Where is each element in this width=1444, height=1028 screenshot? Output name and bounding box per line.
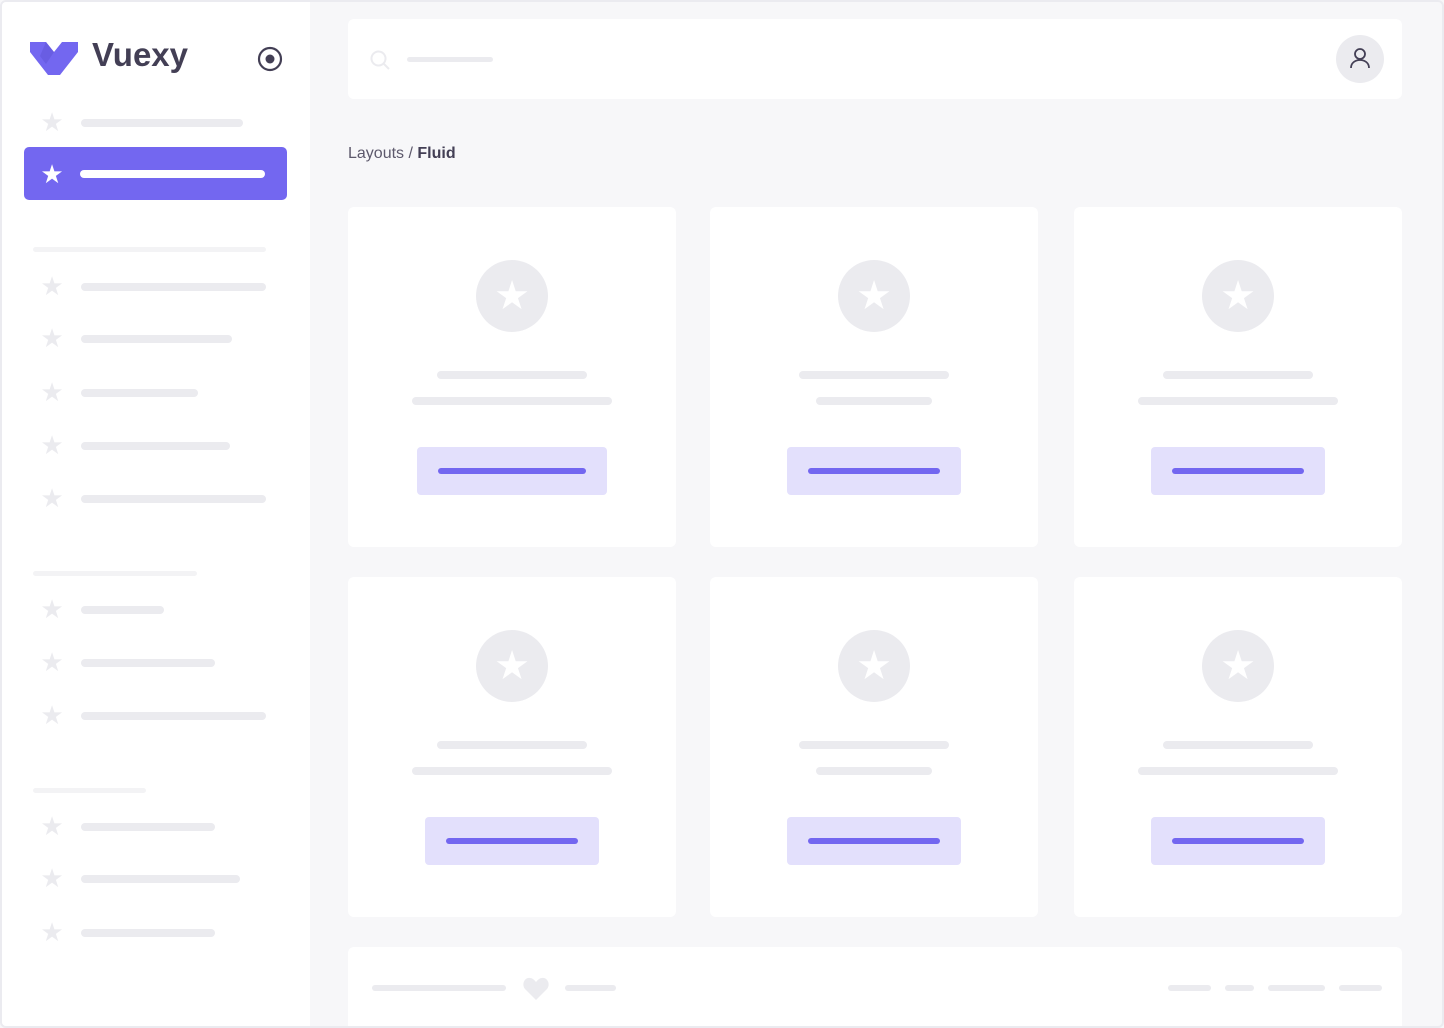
sidebar-item[interactable]	[81, 823, 215, 831]
sidebar-item-active[interactable]: ★	[24, 147, 287, 200]
card-button[interactable]	[425, 817, 599, 865]
star-icon: ★	[476, 630, 548, 702]
card: ★	[710, 207, 1038, 547]
card-text	[412, 397, 612, 405]
card-title	[437, 371, 587, 379]
sidebar-item[interactable]	[81, 335, 232, 343]
star-icon: ★	[40, 811, 64, 841]
star-icon: ★	[40, 483, 64, 513]
card-button-label	[446, 838, 578, 844]
star-icon: ★	[1202, 260, 1274, 332]
footer-link[interactable]	[1268, 985, 1325, 991]
star-icon: ★	[838, 630, 910, 702]
footer-text	[565, 985, 616, 991]
card-button[interactable]	[417, 447, 607, 495]
sidebar-item[interactable]	[81, 389, 198, 397]
footer-link[interactable]	[1168, 985, 1211, 991]
avatar[interactable]	[1336, 35, 1384, 83]
card-button[interactable]	[1151, 817, 1325, 865]
card-button-label	[438, 468, 586, 474]
star-icon: ★	[40, 107, 64, 137]
card-text	[412, 767, 612, 775]
footer-link[interactable]	[1225, 985, 1254, 991]
card: ★	[348, 577, 676, 917]
star-icon: ★	[40, 323, 64, 353]
active-label-skeleton	[80, 170, 265, 178]
footer	[348, 947, 1402, 1026]
star-icon: ★	[476, 260, 548, 332]
breadcrumb-parent[interactable]: Layouts	[348, 145, 405, 162]
star-icon: ★	[838, 260, 910, 332]
sidebar-item[interactable]	[81, 929, 215, 937]
search-input[interactable]	[407, 57, 493, 62]
section-header	[33, 247, 266, 252]
card: ★	[1074, 207, 1402, 547]
card-text	[1138, 767, 1338, 775]
card-title	[1163, 741, 1313, 749]
sidebar-item[interactable]	[81, 442, 230, 450]
star-icon: ★	[40, 159, 64, 189]
card: ★	[348, 207, 676, 547]
star-icon: ★	[40, 647, 64, 677]
card-button[interactable]	[787, 817, 961, 865]
sidebar-item[interactable]	[81, 875, 240, 883]
user-icon	[1350, 48, 1370, 69]
card-button-label	[808, 838, 940, 844]
sidebar-item[interactable]	[81, 712, 266, 720]
brand-name: Vuexy	[92, 36, 189, 73]
card-button[interactable]	[787, 447, 961, 495]
section-header	[33, 788, 146, 793]
heart-icon	[523, 977, 549, 1000]
card-title	[1163, 371, 1313, 379]
sidebar-item[interactable]	[81, 659, 215, 667]
sidebar-item[interactable]	[81, 606, 164, 614]
card-button-label	[1172, 468, 1304, 474]
star-icon: ★	[40, 700, 64, 730]
breadcrumb-separator: /	[404, 145, 418, 162]
card: ★	[710, 577, 1038, 917]
star-icon: ★	[40, 271, 64, 301]
star-icon: ★	[40, 377, 64, 407]
card-button-label	[1172, 838, 1304, 844]
breadcrumb: Layouts / Fluid	[348, 145, 456, 163]
search-icon[interactable]	[370, 50, 390, 70]
sidebar-item[interactable]	[81, 495, 266, 503]
card-title	[799, 741, 949, 749]
vuexy-logo	[30, 42, 78, 75]
footer-text	[372, 985, 506, 991]
card-title	[437, 741, 587, 749]
sidebar-item[interactable]	[81, 283, 266, 291]
card-text	[1138, 397, 1338, 405]
radio-circle-icon[interactable]	[257, 46, 283, 72]
card: ★	[1074, 577, 1402, 917]
card-button[interactable]	[1151, 447, 1325, 495]
star-icon: ★	[40, 917, 64, 947]
star-icon: ★	[40, 430, 64, 460]
breadcrumb-current: Fluid	[417, 145, 456, 162]
sidebar-item[interactable]	[81, 119, 243, 127]
star-icon: ★	[40, 863, 64, 893]
card-title	[799, 371, 949, 379]
card-button-label	[808, 468, 940, 474]
card-text	[816, 767, 932, 775]
card-text	[816, 397, 932, 405]
star-icon: ★	[40, 594, 64, 624]
section-header	[33, 571, 197, 576]
footer-link[interactable]	[1339, 985, 1382, 991]
star-icon: ★	[1202, 630, 1274, 702]
sidebar: Vuexy ★ ★ ★ ★ ★ ★ ★ ★ ★ ★ ★ ★ ★	[2, 2, 310, 1026]
top-navbar	[348, 19, 1402, 99]
